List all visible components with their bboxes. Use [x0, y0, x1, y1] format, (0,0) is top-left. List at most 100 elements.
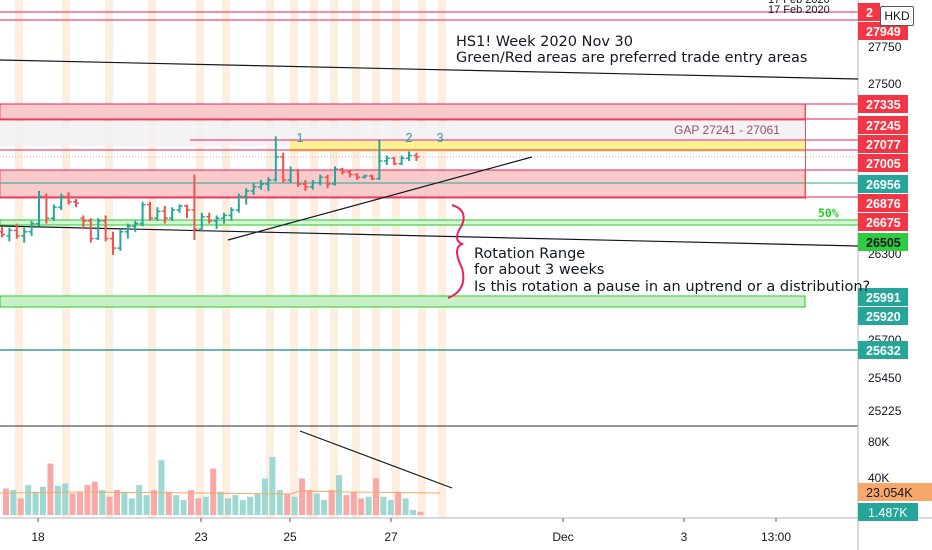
price-tag-label: 26675 — [866, 216, 901, 230]
time-tick: 3 — [681, 530, 688, 544]
volume-bar — [40, 486, 46, 515]
volume-bar — [195, 498, 202, 515]
volume-trend-line — [299, 430, 453, 489]
price-tag-label: 26876 — [866, 197, 901, 211]
session-stripe — [222, 0, 230, 518]
volume-bar — [62, 483, 69, 515]
volume-bar — [165, 491, 172, 515]
volume-tick: 80K — [868, 435, 889, 449]
price-axis: 2775027500263002570025450252252794927335… — [858, 3, 932, 521]
zone-green-lower — [0, 295, 806, 308]
price-tag — [858, 288, 908, 306]
trade-zones — [0, 103, 859, 308]
price-tag-top-label: 2 — [866, 6, 873, 20]
volume-bar — [91, 481, 98, 515]
price-tag-label: 27335 — [866, 98, 901, 112]
volume-ma-tag-label: 23.054K — [866, 486, 913, 500]
session-stripe — [148, 0, 156, 518]
volume-bar — [114, 490, 120, 515]
price-tag — [858, 95, 908, 113]
price-tag — [858, 307, 908, 325]
volume-bars — [0, 430, 453, 515]
volume-bar — [106, 496, 113, 515]
price-tag — [858, 116, 908, 134]
volume-bar — [121, 491, 128, 515]
gap-label: GAP 27241 - 27061 — [674, 123, 780, 137]
volume-bar — [32, 491, 39, 515]
volume-bar — [365, 496, 372, 515]
volume-tag — [858, 503, 918, 521]
volume-bar — [262, 478, 268, 515]
volume-bar — [136, 485, 143, 515]
session-stripe — [62, 0, 70, 518]
time-axis: 18 23 25 27 Dec 3 13:00 — [31, 518, 791, 544]
price-tag-label: 26505 — [866, 236, 901, 250]
session-stripe — [310, 0, 318, 518]
volume-bar — [128, 498, 135, 515]
session-stripe — [392, 0, 400, 518]
price-tag-label: 27949 — [866, 25, 901, 39]
price-tag — [858, 135, 908, 153]
volume-bar — [417, 511, 424, 515]
time-tick: 25 — [283, 530, 297, 544]
price-tag-label: 25632 — [866, 344, 901, 358]
volume-bar — [343, 495, 350, 515]
volume-bar — [54, 485, 61, 515]
price-tag-label: 27005 — [866, 157, 901, 171]
volume-tick: 40K — [868, 471, 889, 485]
rotation-note-line-1: Rotation Range — [474, 246, 586, 262]
chart-annotations: GAP 27241 - 27061 50% 1 2 3 — [296, 123, 839, 299]
volume-bar — [350, 491, 357, 515]
price-tick: 27500 — [868, 77, 902, 91]
rotation-note-line-3: Is this rotation a pause in an uptrend o… — [474, 279, 871, 295]
zone-edge — [805, 104, 806, 199]
top-date-label-2: 17 Feb 2020 — [768, 4, 830, 16]
price-tag-top — [858, 3, 880, 21]
currency-button[interactable]: HKD — [880, 6, 914, 26]
volume-bar — [173, 495, 180, 515]
trend-line-upper — [0, 59, 859, 80]
session-stripe — [15, 0, 23, 518]
wave-label: 1 — [296, 130, 303, 145]
trend-lines — [0, 59, 859, 247]
session-stripe — [105, 0, 113, 518]
session-stripe — [266, 0, 274, 518]
price-tick: 25450 — [868, 371, 902, 385]
rotation-brace — [447, 204, 465, 299]
volume-bar — [99, 490, 106, 515]
candles — [0, 136, 420, 255]
session-stripe — [372, 0, 380, 518]
session-stripe — [418, 0, 426, 518]
volume-bar — [373, 478, 379, 515]
volume-bar — [321, 500, 328, 515]
price-tag — [858, 22, 908, 40]
volume-bar — [217, 491, 224, 515]
price-tag-label: 26956 — [866, 178, 901, 192]
volume-bar — [269, 456, 276, 515]
volume-bar — [3, 488, 9, 515]
volume-bar — [151, 490, 157, 515]
volume-bar — [306, 490, 313, 515]
volume-bar — [239, 500, 246, 515]
volume-bar — [387, 500, 394, 515]
volume-bar — [358, 498, 365, 515]
session-stripes — [15, 0, 446, 518]
volume-bar — [299, 478, 305, 515]
volume-bar — [25, 485, 32, 515]
chart-title-line-2: Green/Red areas are preferred trade entr… — [456, 50, 808, 66]
price-tick: 25225 — [868, 404, 902, 418]
volume-bar — [225, 498, 231, 515]
price-tag — [858, 213, 908, 231]
time-tick: 27 — [384, 530, 398, 544]
price-tick: 27750 — [868, 40, 902, 54]
volume-bar — [247, 496, 254, 515]
price-tag — [858, 233, 908, 251]
volume-bar — [202, 496, 209, 515]
volume-bar — [232, 495, 239, 515]
volume-bar — [188, 490, 194, 515]
rotation-note-line-2: for about 3 weeks — [474, 262, 605, 278]
volume-bar — [17, 498, 24, 515]
session-stripe — [352, 0, 360, 518]
volume-bar — [158, 460, 165, 515]
